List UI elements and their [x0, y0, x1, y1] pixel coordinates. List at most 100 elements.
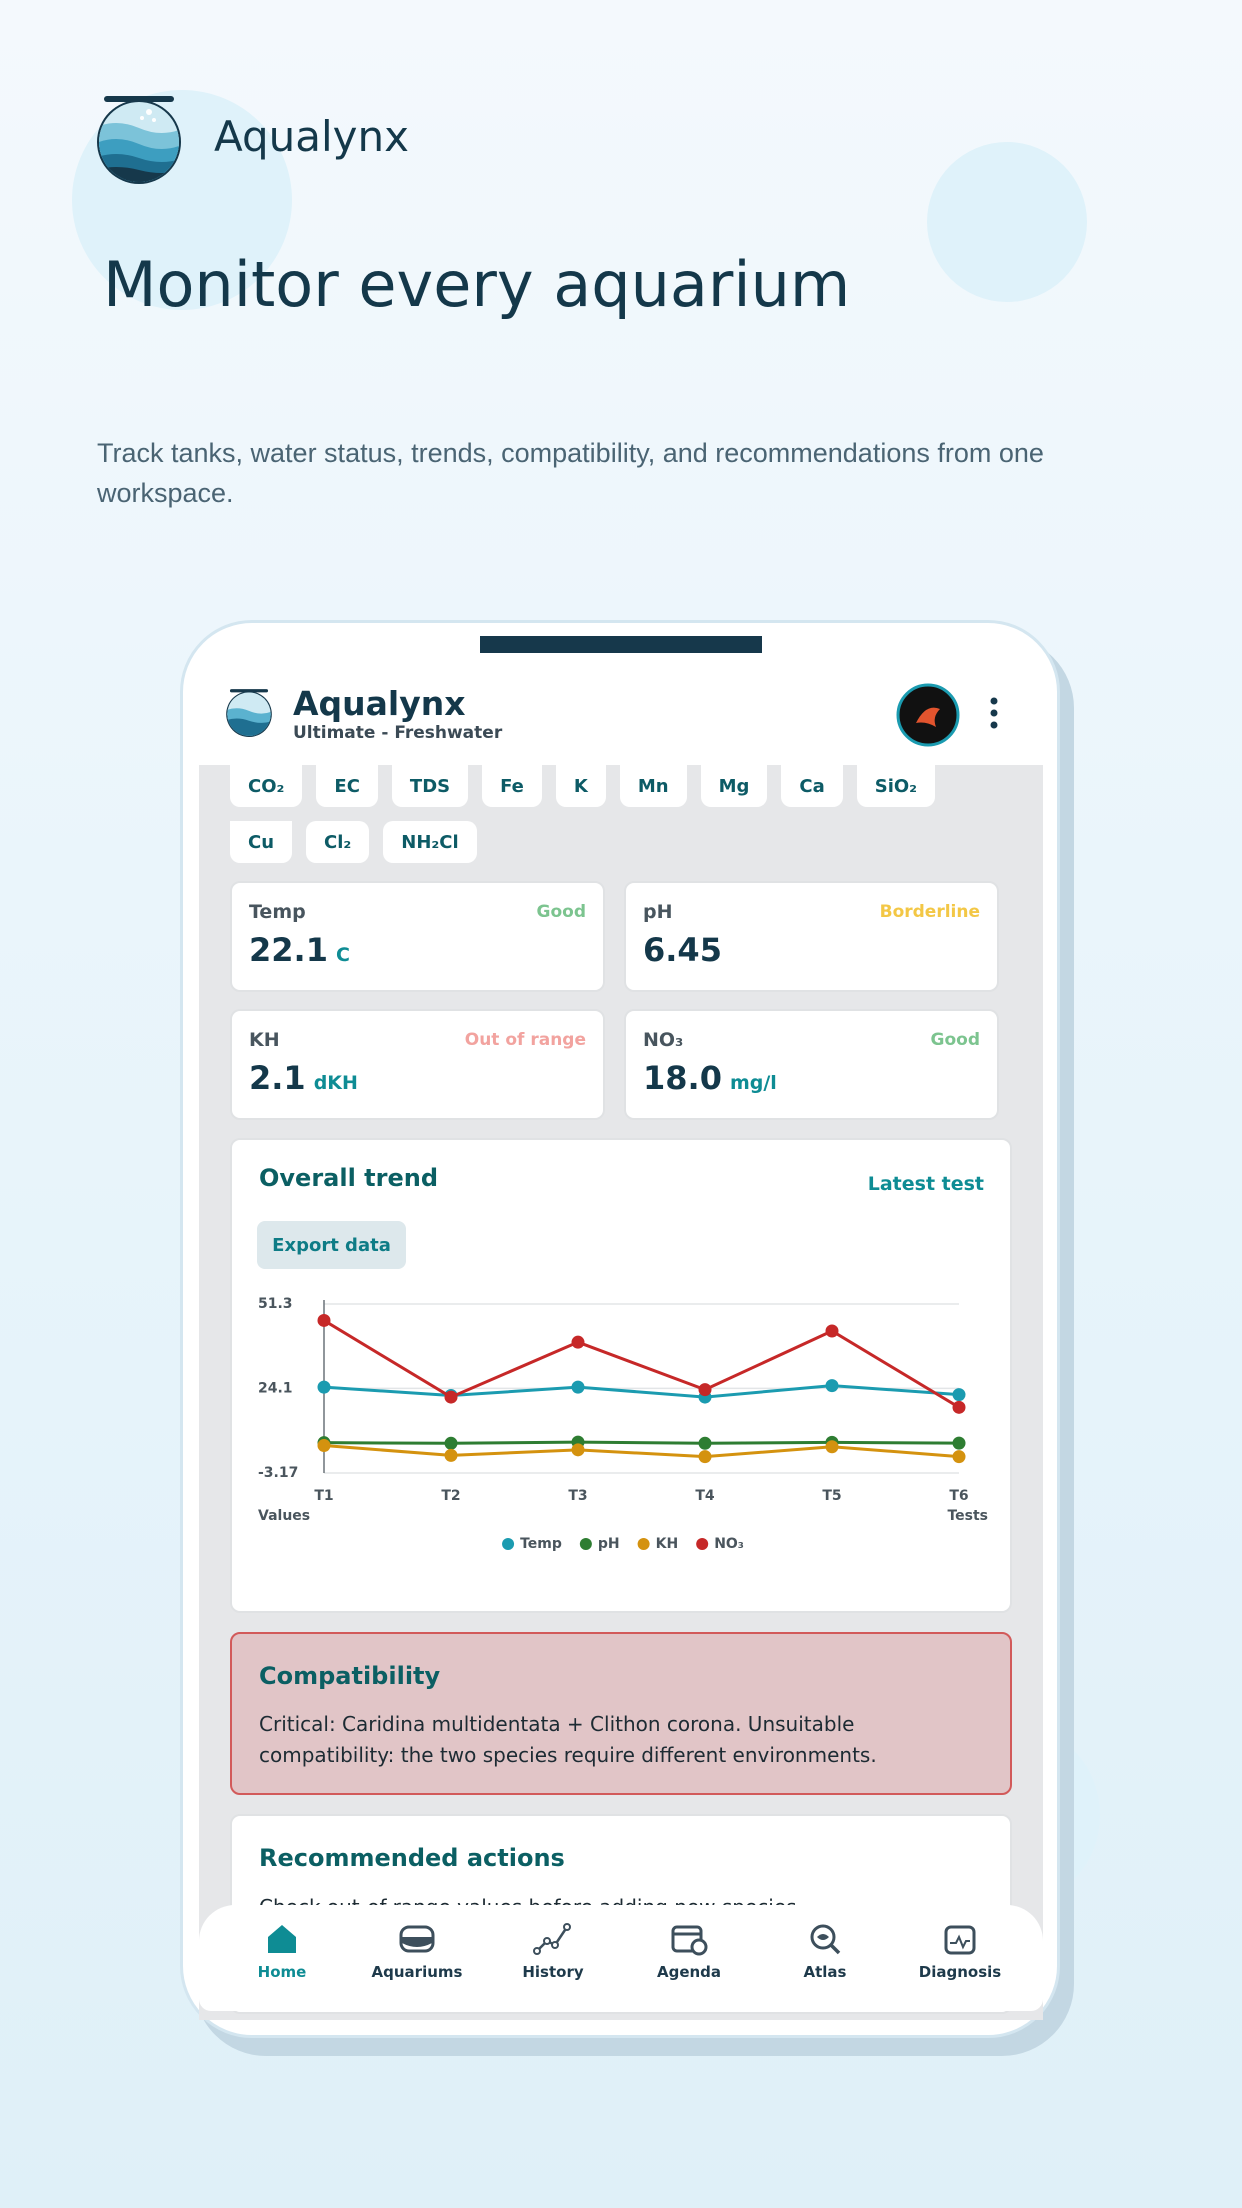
- data-point: [444, 1436, 458, 1450]
- bottom-nav: Home Aquariums History Agenda Atlas Diagnosis: [199, 1905, 1043, 2011]
- y-axis-label: Values: [258, 1508, 310, 1524]
- legend-label: Temp: [520, 1536, 562, 1552]
- nav-item[interactable]: History: [485, 1919, 621, 1981]
- data-point: [317, 1438, 331, 1452]
- parameter-chip[interactable]: EC: [316, 765, 378, 807]
- logo: [97, 96, 181, 184]
- parameter-chip[interactable]: Mn: [619, 765, 687, 807]
- nav-label: History: [522, 1963, 584, 1981]
- actions-title: Recommended actions: [259, 1844, 565, 1872]
- metric-card[interactable]: KH Out of range 2.1 dKH: [230, 1009, 605, 1120]
- y-tick-label: 51.3: [258, 1296, 293, 1312]
- metric-number: 18.0: [643, 1059, 722, 1097]
- parameter-chip[interactable]: NH₂Cl: [383, 821, 477, 863]
- metric-label: NO₃: [643, 1029, 684, 1051]
- metric-number: 6.45: [643, 931, 722, 969]
- nav-item[interactable]: Agenda: [621, 1919, 757, 1981]
- metric-label: pH: [643, 901, 673, 923]
- metric-status: Borderline: [879, 902, 980, 922]
- metric-value: 2.1 dKH: [249, 1059, 358, 1097]
- data-point: [444, 1448, 458, 1462]
- data-point: [698, 1383, 712, 1397]
- metric-card[interactable]: NO₃ Good 18.0 mg/l: [624, 1009, 999, 1120]
- trend-card: Overall trend Latest test Export data -3…: [230, 1138, 1012, 1613]
- y-tick-label: -3.17: [258, 1465, 298, 1481]
- x-tick-label: T5: [822, 1488, 841, 1504]
- series-line: [323, 1443, 960, 1459]
- legend-marker: [579, 1538, 592, 1550]
- metric-number: 2.1: [249, 1059, 306, 1097]
- data-point: [825, 1324, 839, 1338]
- decor-circle: [927, 142, 1087, 302]
- data-point: [571, 1443, 585, 1457]
- data-point: [317, 1313, 331, 1327]
- trend-title: Overall trend: [259, 1164, 439, 1192]
- nav-label: Aquariums: [371, 1963, 463, 1981]
- trend-chart: -3.17 24.1 51.3 T1 T2 T3 T4 T5 T6 Values Tests Temp…: [258, 1296, 988, 1552]
- subtitle: Track tanks, water status, trends, compa…: [97, 438, 1044, 508]
- metric-unit: dKH: [313, 1072, 358, 1094]
- nav-label: Diagnosis: [918, 1963, 1002, 1981]
- compatibility-card: Compatibility Critical: Caridina multide…: [230, 1632, 1012, 1795]
- parameter-chip[interactable]: Cl₂: [306, 821, 370, 863]
- parameter-chip[interactable]: K: [555, 765, 606, 807]
- metric-card[interactable]: Temp Good 22.1 C: [230, 881, 605, 992]
- x-tick-label: T4: [695, 1488, 715, 1504]
- menu-button[interactable]: [984, 696, 1004, 730]
- data-point: [825, 1440, 839, 1454]
- nav-item[interactable]: Home: [214, 1919, 350, 1981]
- parameter-chip[interactable]: Mg: [700, 765, 768, 807]
- x-axis-label: Tests: [947, 1508, 988, 1524]
- metric-unit: mg/l: [729, 1072, 777, 1094]
- nav-item[interactable]: Diagnosis: [892, 1919, 1028, 1981]
- app-logo: [226, 689, 272, 737]
- brand-name: Aqualynx: [214, 112, 410, 161]
- export-button[interactable]: Export data: [257, 1221, 406, 1269]
- legend-label: KH: [656, 1536, 679, 1552]
- data-point: [952, 1450, 966, 1464]
- parameter-chip[interactable]: SiO₂: [856, 765, 936, 807]
- metric-card[interactable]: pH Borderline 6.45: [624, 881, 999, 992]
- nav-label: Home: [257, 1963, 307, 1981]
- metric-value: 6.45: [643, 931, 722, 969]
- data-point: [952, 1388, 966, 1402]
- nav-icon: [944, 1925, 976, 1955]
- parameter-chips: CO₂ EC TDS Fe K Mn Mg Ca SiO₂ Cu Cl₂ NH₂Cl: [230, 765, 1010, 863]
- y-tick-label: 24.1: [258, 1380, 293, 1396]
- data-point: [698, 1450, 712, 1464]
- metric-status: Out of range: [464, 1030, 586, 1050]
- legend-marker: [637, 1538, 650, 1550]
- data-point: [571, 1380, 585, 1394]
- nav-icon: [810, 1924, 841, 1955]
- data-point: [698, 1436, 712, 1450]
- legend-marker: [696, 1538, 709, 1550]
- nav-item[interactable]: Aquariums: [349, 1919, 485, 1981]
- data-point: [952, 1436, 966, 1450]
- nav-icon: [268, 1925, 296, 1953]
- data-point: [444, 1390, 458, 1404]
- parameter-chip[interactable]: Ca: [781, 765, 843, 807]
- compatibility-title: Compatibility: [259, 1662, 441, 1690]
- x-tick-label: T6: [949, 1488, 968, 1504]
- metric-number: 22.1: [249, 931, 328, 969]
- parameter-chip[interactable]: CO₂: [230, 765, 303, 807]
- latest-test-link[interactable]: Latest test: [867, 1173, 984, 1195]
- avatar[interactable]: [896, 683, 960, 747]
- metric-unit: C: [335, 944, 350, 966]
- metric-status: Good: [930, 1030, 980, 1050]
- nav-icon: [399, 1925, 435, 1953]
- parameter-chip[interactable]: Fe: [482, 765, 542, 807]
- series-line: [323, 1440, 960, 1445]
- parameter-chip[interactable]: Cu: [230, 821, 293, 863]
- metric-label: Temp: [249, 901, 306, 923]
- headline: Monitor every aquarium: [103, 248, 851, 321]
- nav-item[interactable]: Atlas: [757, 1919, 893, 1981]
- x-tick-label: T3: [568, 1488, 587, 1504]
- data-point: [571, 1335, 585, 1349]
- parameter-chip[interactable]: TDS: [391, 765, 469, 807]
- app-title: Aqualynx: [293, 684, 466, 723]
- legend-label: pH: [598, 1536, 620, 1552]
- x-tick-label: T2: [441, 1488, 460, 1504]
- legend-label: NO₃: [714, 1536, 744, 1552]
- notch: [480, 636, 762, 653]
